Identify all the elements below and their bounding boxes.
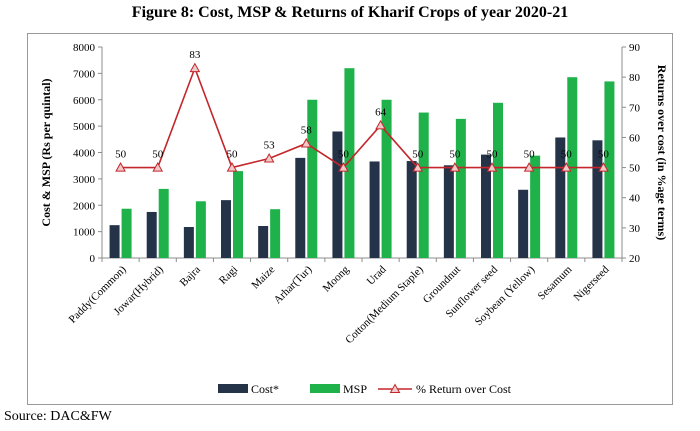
bars: [109, 68, 615, 259]
return-marker: [152, 162, 164, 172]
return-data-label: 50: [227, 149, 239, 161]
return-data-label: 83: [189, 49, 201, 61]
cost-bar: [258, 226, 269, 258]
msp-bar: [195, 201, 206, 258]
return-data-label: 50: [524, 149, 536, 161]
y-tick-label-right: 20: [629, 253, 641, 265]
cost-bar: [146, 211, 157, 258]
return-data-label: 50: [487, 149, 499, 161]
x-category-label: Nigerseed: [572, 263, 612, 303]
return-marker: [449, 162, 461, 172]
msp-bar: [121, 208, 132, 258]
return-marker: [338, 162, 349, 172]
y-tick-label-left: 0: [90, 253, 96, 265]
return-data-label: 50: [449, 149, 461, 161]
x-category-label: Maize: [249, 264, 277, 292]
y-tick-label-left: 6000: [73, 95, 96, 107]
return-marker: [263, 153, 275, 163]
y-tick-label-right: 80: [629, 72, 641, 84]
cost-bar: [369, 161, 380, 258]
y-tick-label-right: 70: [629, 102, 641, 114]
msp-bar: [418, 112, 429, 259]
cost-bar: [518, 189, 529, 258]
legend-marker-return: [389, 383, 401, 393]
msp-bar: [455, 118, 466, 258]
x-category-label: Ragi: [217, 264, 240, 287]
return-data-label: 50: [412, 149, 424, 161]
msp-bar: [344, 68, 355, 258]
y-tick-label-left: 5000: [73, 121, 96, 133]
cost-bar: [592, 140, 603, 258]
return-marker: [375, 119, 386, 130]
axes: 0 1000 2000 3000 4000 5000 6000 7000 8000 20 30 40 5…: [39, 42, 669, 265]
y-tick-label-right: 60: [629, 132, 641, 144]
return-marker: [598, 162, 609, 172]
return-data-label: 53: [264, 140, 276, 152]
y-tick-label-right: 30: [629, 223, 641, 235]
cost-bar: [443, 165, 454, 258]
msp-bar: [604, 81, 615, 258]
return-data-label: 50: [115, 149, 127, 161]
msp-bar: [233, 171, 243, 258]
x-category-label: Bajra: [178, 264, 203, 289]
legend-swatch-msp: [310, 384, 340, 393]
msp-bar: [530, 155, 541, 258]
x-category-label: Moong: [321, 263, 352, 294]
return-line-group: [115, 62, 609, 172]
y-axis-title-right: Returns over cost (in %age terms): [655, 65, 669, 240]
msp-bar: [381, 99, 392, 258]
legend-label-msp: MSP: [343, 382, 367, 396]
x-category-label: Sesamum: [536, 263, 575, 302]
return-marker: [189, 62, 201, 73]
return-marker: [486, 162, 498, 172]
y-tick-label-left: 2000: [73, 200, 96, 212]
return-marker: [300, 137, 312, 148]
y-tick-label-left: 8000: [73, 42, 96, 54]
y-axis-title-left: Cost & MSP (Rs per quintal): [39, 78, 53, 226]
return-data-label: 50: [152, 149, 164, 161]
msp-bar: [270, 209, 281, 258]
source-note: Source: DAC&FW: [4, 409, 112, 424]
cost-bar: [295, 157, 306, 258]
cost-bar: [406, 161, 417, 258]
y-tick-label-right: 90: [629, 42, 641, 54]
return-data-label: 50: [598, 149, 610, 161]
legend: Cost* MSP % Return over Cost: [218, 382, 512, 396]
msp-bar: [158, 188, 169, 258]
cost-bar: [183, 227, 194, 258]
y-tick-label-left: 7000: [73, 68, 96, 80]
return-marker: [523, 162, 535, 172]
return-marker: [115, 162, 126, 172]
return-data-label: 50: [561, 149, 573, 161]
chart-frame: 0 1000 2000 3000 4000 5000 6000 7000 8000 20 30 40 5…: [27, 33, 673, 405]
x-category-label: Urad: [365, 263, 389, 287]
return-marker: [412, 162, 424, 172]
return-data-label: 50: [338, 149, 350, 161]
y-tick-label-right: 50: [629, 163, 641, 175]
figure-title: Figure 8: Cost, MSP & Returns of Kharif …: [131, 4, 569, 21]
return-data-label: 58: [301, 124, 313, 136]
return-marker: [560, 162, 572, 172]
y-tick-label-right: 40: [629, 193, 641, 205]
cost-bar: [481, 154, 491, 258]
msp-bar: [307, 99, 318, 258]
y-tick-label-left: 4000: [73, 148, 96, 160]
return-data-label: 64: [375, 106, 387, 118]
return-line: [120, 65, 604, 169]
cost-bar: [109, 225, 120, 258]
chart: 0 1000 2000 3000 4000 5000 6000 7000 8000 20 30 40 5…: [39, 42, 669, 396]
y-tick-label-left: 1000: [73, 227, 96, 239]
y-tick-label-left: 3000: [73, 174, 96, 186]
cost-bar: [332, 131, 343, 258]
x-category-label: Arhar(Tur): [272, 263, 315, 306]
legend-label-cost: Cost*: [251, 382, 279, 396]
legend-swatch-cost: [218, 384, 248, 393]
legend-label-return: % Return over Cost: [416, 382, 512, 396]
msp-bar: [493, 102, 503, 258]
cost-bar: [221, 200, 231, 258]
return-marker: [226, 162, 238, 172]
cost-bar: [555, 137, 566, 258]
